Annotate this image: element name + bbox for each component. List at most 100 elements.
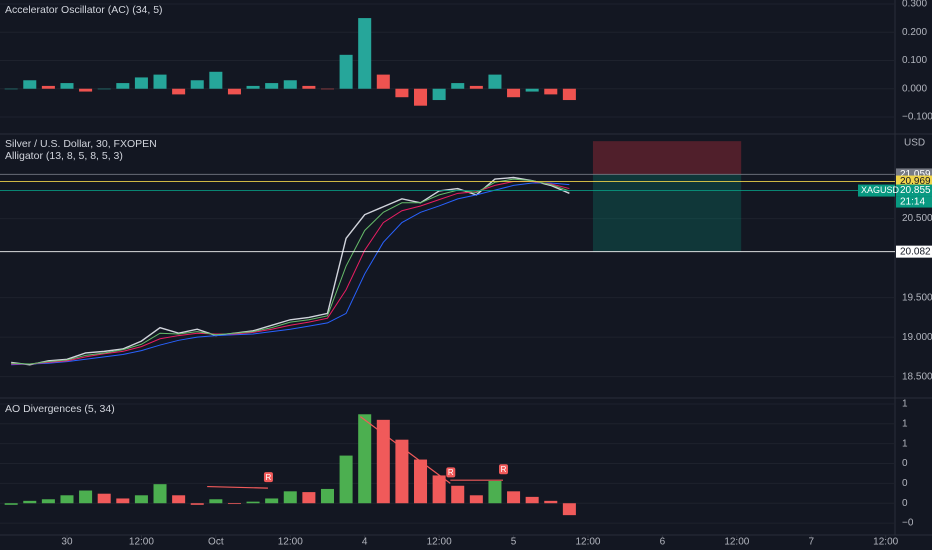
divergence-line bbox=[359, 416, 451, 484]
stop-zone bbox=[592, 141, 742, 175]
histogram-bar bbox=[79, 88, 93, 92]
price-label: 20.855 bbox=[900, 185, 931, 196]
histogram-bar bbox=[97, 88, 111, 90]
countdown-box bbox=[896, 196, 932, 208]
divergence-label: R bbox=[448, 468, 454, 477]
y-tick-label: −0.100 bbox=[902, 112, 932, 123]
x-tick-label: Oct bbox=[208, 537, 224, 548]
histogram-bar bbox=[562, 503, 576, 516]
histogram-bar bbox=[153, 484, 167, 504]
histogram-bar bbox=[190, 503, 204, 505]
histogram-bar bbox=[283, 491, 297, 504]
symbol-tag-box bbox=[858, 184, 895, 197]
histogram-bar bbox=[227, 88, 241, 95]
histogram-bar bbox=[562, 88, 576, 101]
histogram-bar bbox=[432, 88, 446, 101]
histogram-bar bbox=[41, 85, 55, 89]
x-tick-label: 12:00 bbox=[129, 537, 154, 548]
histogram-bar bbox=[209, 71, 223, 89]
histogram-bar bbox=[97, 493, 111, 504]
y-tick-label: 0.200 bbox=[902, 27, 927, 38]
histogram-bar bbox=[4, 503, 18, 505]
price-label-box bbox=[896, 184, 932, 197]
y-tick-label: 19.000 bbox=[902, 332, 932, 343]
x-tick-label: 12:00 bbox=[724, 537, 749, 548]
pane-title: Accelerator Oscillator (AC) (34, 5) bbox=[5, 4, 163, 16]
histogram-bar bbox=[414, 459, 428, 504]
histogram-bar bbox=[23, 80, 37, 89]
divergence-badge bbox=[499, 464, 509, 475]
countdown-label: 21:14 bbox=[900, 197, 925, 208]
histogram-bar bbox=[320, 88, 334, 90]
target-zone bbox=[592, 174, 742, 252]
histogram-bar bbox=[432, 475, 446, 504]
y-tick-label: 20.500 bbox=[902, 213, 932, 224]
y-tick-label: 0 bbox=[902, 458, 908, 469]
histogram-bar bbox=[265, 498, 279, 504]
histogram-bar bbox=[246, 501, 260, 504]
histogram-bar bbox=[116, 83, 130, 89]
x-tick-label: 12:00 bbox=[427, 537, 452, 548]
x-tick-label: 6 bbox=[660, 537, 666, 548]
y-tick-label: 0 bbox=[902, 498, 908, 509]
x-tick-label: 7 bbox=[808, 537, 814, 548]
x-tick-label: 12:00 bbox=[278, 537, 303, 548]
histogram-bar bbox=[358, 414, 372, 504]
divergence-badge bbox=[446, 467, 456, 478]
histogram-bar bbox=[116, 498, 130, 504]
histogram-bar bbox=[544, 88, 558, 95]
histogram-bar bbox=[79, 490, 93, 504]
x-tick-label: 12:00 bbox=[575, 537, 600, 548]
divergence-line bbox=[207, 485, 268, 489]
histogram-bar bbox=[60, 83, 74, 89]
histogram-bar bbox=[172, 495, 186, 504]
currency-label: USD bbox=[904, 138, 925, 149]
y-tick-label: 1 bbox=[902, 418, 908, 429]
price-line bbox=[11, 182, 570, 366]
histogram-bar bbox=[190, 80, 204, 89]
divergence-label: R bbox=[501, 465, 507, 474]
histogram-bar bbox=[172, 88, 186, 95]
histogram-bar bbox=[358, 18, 372, 89]
histogram-bar bbox=[451, 485, 465, 504]
histogram-bar bbox=[507, 88, 521, 98]
histogram-bar bbox=[41, 499, 55, 504]
histogram-bar bbox=[469, 495, 483, 504]
histogram-bar bbox=[451, 83, 465, 89]
y-tick-label: −0 bbox=[902, 518, 914, 529]
price-label-box bbox=[896, 175, 932, 188]
histogram-bar bbox=[134, 77, 148, 89]
histogram-bar bbox=[339, 455, 353, 504]
histogram-bar bbox=[302, 492, 316, 504]
price-label: 21.059 bbox=[900, 169, 931, 180]
divergence-label: R bbox=[266, 473, 272, 482]
histogram-bar bbox=[376, 74, 390, 89]
price-label: 20.969 bbox=[900, 176, 931, 187]
x-tick-label: 12:00 bbox=[873, 537, 898, 548]
histogram-bar bbox=[395, 88, 409, 98]
histogram-bar bbox=[153, 74, 167, 89]
pane-title: AO Divergences (5, 34) bbox=[5, 403, 115, 415]
histogram-bar bbox=[246, 85, 260, 89]
histogram-bar bbox=[4, 88, 18, 90]
price-label-box bbox=[896, 245, 932, 258]
y-tick-label: 0.000 bbox=[902, 83, 927, 94]
histogram-bar bbox=[320, 488, 334, 504]
histogram-bar bbox=[395, 439, 409, 504]
x-tick-label: 30 bbox=[61, 537, 73, 548]
divergence-badge bbox=[263, 472, 273, 483]
histogram-bar bbox=[265, 83, 279, 89]
x-tick-label: 5 bbox=[511, 537, 517, 548]
pane-title: Silver / U.S. Dollar, 30, FXOPEN bbox=[5, 138, 157, 150]
histogram-bar bbox=[302, 85, 316, 89]
histogram-bar bbox=[469, 85, 483, 89]
histogram-bar bbox=[525, 496, 539, 504]
y-tick-label: 1 bbox=[902, 438, 908, 449]
histogram-bar bbox=[134, 495, 148, 504]
price-line bbox=[11, 178, 570, 365]
y-tick-label: 0 bbox=[902, 478, 908, 489]
y-tick-label: 0.300 bbox=[902, 0, 927, 10]
